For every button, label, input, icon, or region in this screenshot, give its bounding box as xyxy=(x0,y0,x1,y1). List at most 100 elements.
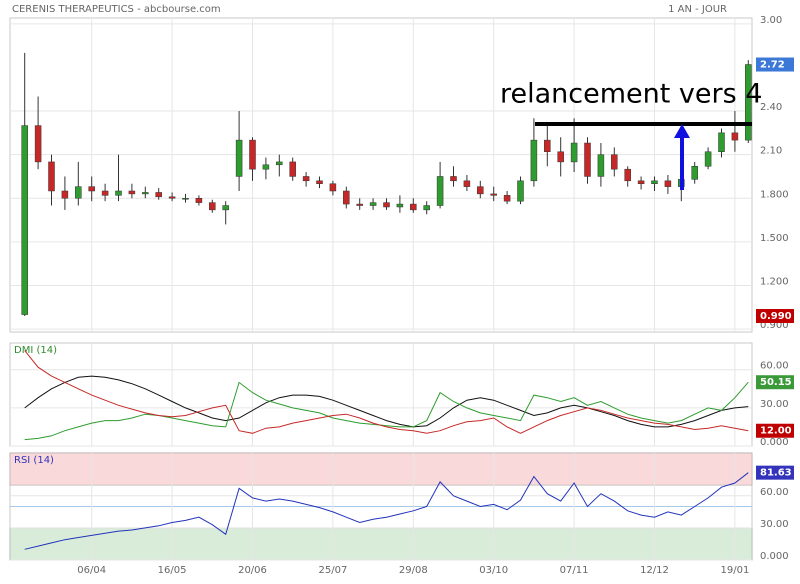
value-marker-label: 50.15 xyxy=(760,377,792,388)
backdrop xyxy=(9,17,753,561)
y-tick-label: 60.00 xyxy=(760,487,789,498)
series-line xyxy=(24,472,749,550)
candle-body xyxy=(34,125,42,163)
x-tick-label: 20/06 xyxy=(238,565,267,576)
candle-body xyxy=(222,205,229,211)
candle-body xyxy=(249,139,256,170)
candle-body xyxy=(356,203,363,206)
candle-body xyxy=(343,190,350,205)
candle-body xyxy=(289,161,296,177)
candle-body xyxy=(302,176,310,182)
candle-body xyxy=(61,190,69,199)
y-tick-label: 30.00 xyxy=(760,399,789,410)
x-tick-label: 03/10 xyxy=(479,565,508,576)
zone xyxy=(9,452,753,486)
y-tick-label: 60.00 xyxy=(760,361,789,372)
value-marker xyxy=(756,57,794,72)
panel-title: DMI (14) xyxy=(14,345,57,356)
zone xyxy=(9,527,753,561)
candle-body xyxy=(463,180,471,187)
candle-body xyxy=(597,154,605,177)
chart-title: CERENIS THERAPEUTICS - abcbourse.com xyxy=(12,4,221,15)
candle-body xyxy=(21,125,28,315)
y-tick-label: 3.00 xyxy=(760,15,782,26)
candle-body xyxy=(704,151,712,167)
annotation: relancement vers 4 xyxy=(500,79,762,110)
series-line xyxy=(24,375,749,428)
candle-body xyxy=(128,190,136,195)
candle-body xyxy=(570,142,578,163)
x-tick-label: 16/05 xyxy=(158,565,187,576)
candle-body xyxy=(637,180,645,184)
candle-body xyxy=(544,139,551,152)
value-marker xyxy=(756,465,794,480)
x-tick-label: 07/11 xyxy=(560,565,589,576)
candle-body xyxy=(611,154,618,170)
panel-frame xyxy=(9,17,753,333)
value-marker-label: 2.72 xyxy=(760,60,785,71)
y-tick-label: 2.40 xyxy=(760,102,782,113)
series-line xyxy=(24,381,749,441)
value-marker xyxy=(756,375,794,390)
value-marker-label: 12.00 xyxy=(760,426,792,437)
candle-body xyxy=(115,190,122,196)
candle-body xyxy=(490,193,497,196)
candle-body xyxy=(423,205,430,211)
x-tick-label: 25/07 xyxy=(318,565,347,576)
candle-body xyxy=(731,132,739,141)
candle-body xyxy=(276,161,283,166)
value-marker xyxy=(756,309,794,324)
x-tick-label: 19/01 xyxy=(720,565,749,576)
x-tick-label: 12/12 xyxy=(640,565,669,576)
y-tick-label: 0.900 xyxy=(760,320,789,331)
x-tick-label: 06/04 xyxy=(77,565,106,576)
candle-body xyxy=(477,186,484,195)
candle-body xyxy=(168,196,176,199)
arrow-head xyxy=(674,124,690,138)
candle-body xyxy=(410,203,417,211)
candle-body xyxy=(436,176,444,206)
value-marker xyxy=(756,423,794,438)
y-tick-label: 0.000 xyxy=(760,551,789,562)
chart-subtitle: 1 AN - JOUR xyxy=(668,4,727,15)
candle-body xyxy=(691,166,698,180)
candle-body xyxy=(651,180,658,184)
candle-body xyxy=(396,203,404,208)
candle-body xyxy=(235,139,243,177)
candle-body xyxy=(664,180,672,187)
y-tick-label: 1.500 xyxy=(760,233,789,244)
candle-body xyxy=(369,202,377,206)
candle-body xyxy=(745,64,752,141)
candle-body xyxy=(48,161,55,192)
candle-body xyxy=(75,186,82,199)
y-tick-label: 1.800 xyxy=(760,189,789,200)
candle-body xyxy=(718,132,725,152)
panel-frame xyxy=(9,342,753,447)
x-tick-label: 29/08 xyxy=(399,565,428,576)
candle-body xyxy=(624,168,631,182)
candle-body xyxy=(584,142,591,177)
candle-body xyxy=(450,176,457,182)
y-tick-label: 1.200 xyxy=(760,276,789,287)
candle-body xyxy=(530,139,538,182)
candle-body xyxy=(209,202,216,211)
candle-body xyxy=(142,192,149,195)
candle-body xyxy=(316,180,323,184)
candle-body xyxy=(88,186,95,192)
value-marker-label: 81.63 xyxy=(760,468,792,479)
candle-body xyxy=(182,198,189,200)
series-line xyxy=(24,350,749,434)
candle-body xyxy=(557,151,564,163)
panel-title: RSI (14) xyxy=(14,455,54,466)
candle-body xyxy=(155,192,162,198)
candle-body xyxy=(503,195,511,202)
y-tick-label: 30.00 xyxy=(760,519,789,530)
candle-body xyxy=(383,202,390,208)
plot: 0.900 1.200 1.500 1.800 2.10 2.40 3.00 2.72 0.99… xyxy=(14,15,794,576)
candle-body xyxy=(329,183,337,192)
y-tick-label: 0.000 xyxy=(760,437,789,448)
candle-body xyxy=(101,190,109,196)
y-tick-label: 2.10 xyxy=(760,146,782,157)
candle-body xyxy=(195,198,203,203)
